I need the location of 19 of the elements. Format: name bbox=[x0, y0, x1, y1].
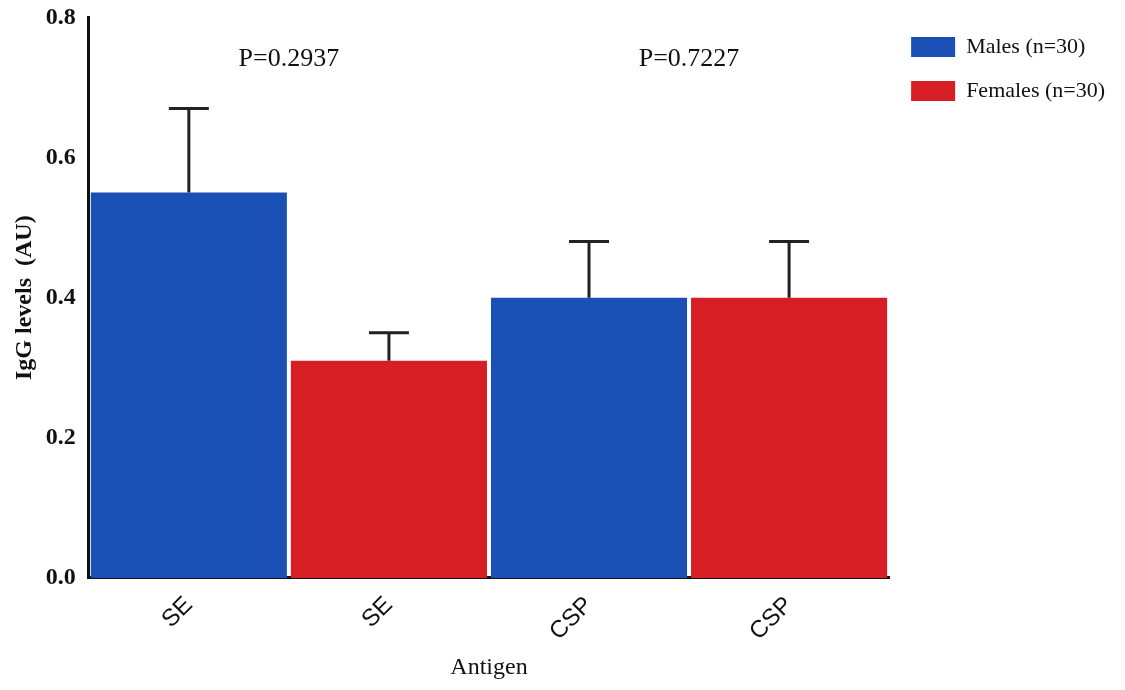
bar bbox=[90, 192, 287, 578]
y-tick-label: 0.0 bbox=[45, 563, 76, 590]
x-tick-label: SE bbox=[155, 590, 198, 632]
x-tick-label: CSP bbox=[743, 590, 798, 645]
y-tick-label: 0.8 bbox=[45, 2, 76, 29]
legend-label: Females (n=30) bbox=[966, 76, 1105, 102]
legend-label: Males (n=30) bbox=[966, 32, 1086, 58]
x-tick-label: SE bbox=[355, 590, 398, 632]
y-axis-title: IgG levels (AU) bbox=[9, 215, 36, 380]
y-tick-label: 0.4 bbox=[45, 282, 76, 309]
x-axis-title: Antigen bbox=[450, 652, 528, 679]
bar bbox=[290, 360, 487, 578]
bar bbox=[490, 297, 688, 578]
x-tick-label: CSP bbox=[543, 590, 598, 645]
annotation: P=0.7227 bbox=[638, 43, 740, 73]
bar bbox=[691, 297, 888, 578]
y-tick-label: 0.2 bbox=[45, 423, 76, 450]
annotation: P=0.2937 bbox=[238, 43, 340, 73]
y-tick-label: 0.6 bbox=[45, 142, 76, 169]
